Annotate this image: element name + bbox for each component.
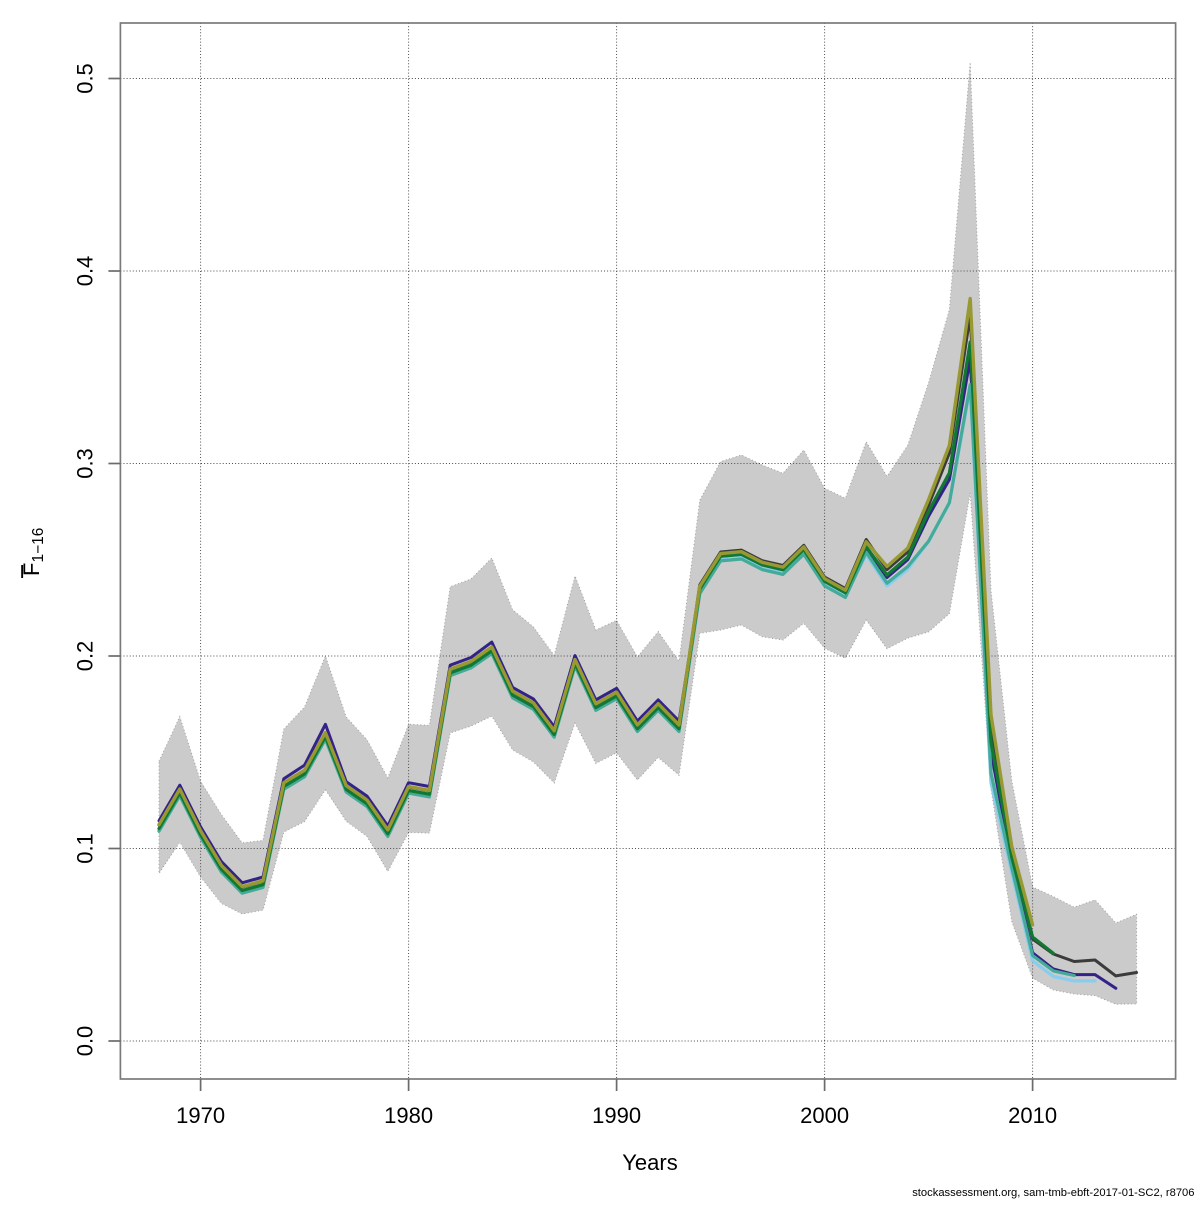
svg-text:Years: Years (622, 1150, 677, 1175)
svg-text:0.0: 0.0 (73, 1026, 98, 1057)
svg-text:2010: 2010 (1008, 1103, 1057, 1128)
svg-text:stockassessment.org, sam-tmb-e: stockassessment.org, sam-tmb-ebft-2017-0… (912, 1187, 1194, 1199)
svg-text:0.2: 0.2 (73, 641, 98, 672)
svg-text:2000: 2000 (800, 1103, 849, 1128)
svg-text:1990: 1990 (592, 1103, 641, 1128)
svg-text:1980: 1980 (384, 1103, 433, 1128)
svg-text:1970: 1970 (176, 1103, 225, 1128)
svg-text:0.3: 0.3 (73, 448, 98, 479)
svg-text:0.5: 0.5 (73, 63, 98, 94)
svg-text:0.4: 0.4 (73, 256, 98, 287)
svg-text:0.1: 0.1 (73, 833, 98, 864)
